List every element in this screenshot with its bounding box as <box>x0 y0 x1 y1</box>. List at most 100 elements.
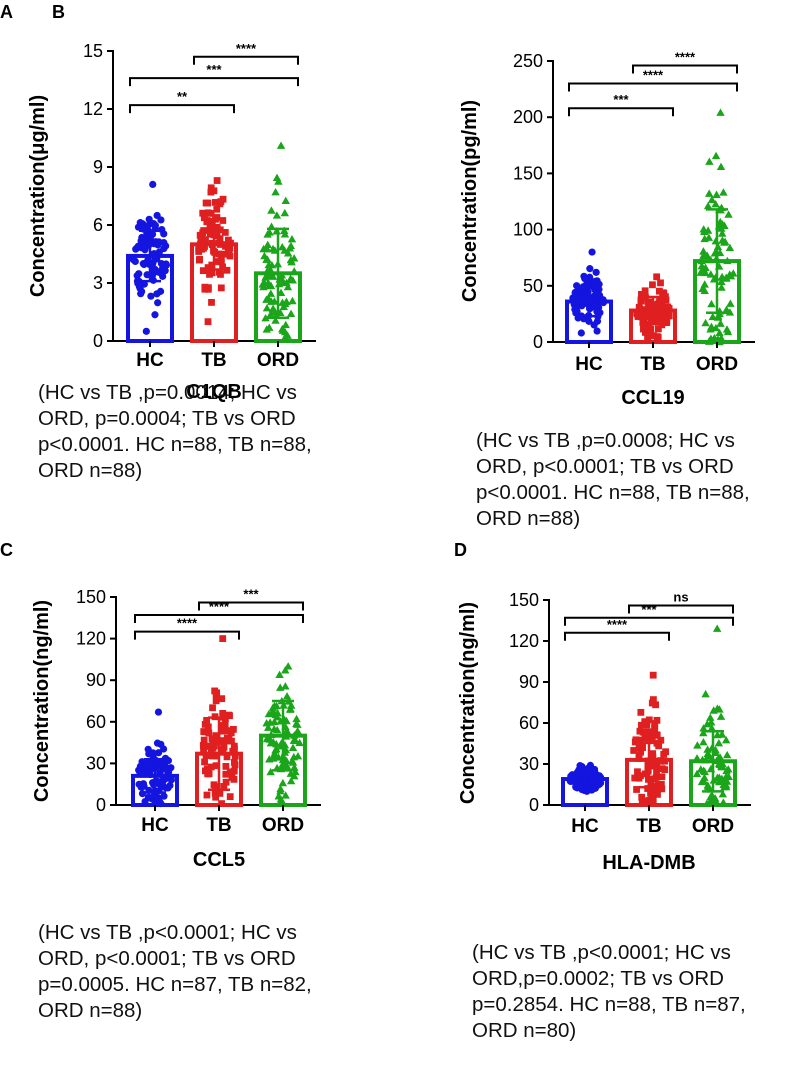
data-point <box>215 268 223 276</box>
data-point <box>649 754 657 762</box>
panel-letter: D <box>454 540 467 560</box>
data-point <box>657 296 665 303</box>
data-point <box>151 311 159 319</box>
caption-line: p=0.0005. HC n=87, TB n=82, <box>38 973 312 996</box>
data-point <box>263 240 272 248</box>
data-point <box>717 277 726 285</box>
chart-svg: C Concentration(ng/ml) 0 30 60 90 120 150 HC TB OR… <box>0 540 321 871</box>
data-point <box>571 305 579 313</box>
data-point <box>208 241 216 249</box>
data-point <box>634 768 641 776</box>
data-point <box>293 727 303 735</box>
data-point <box>726 272 736 280</box>
data-point <box>269 737 278 746</box>
data-point <box>718 790 728 798</box>
data-point <box>647 316 655 324</box>
data-point <box>229 747 237 755</box>
significance-bracket <box>134 614 304 624</box>
data-point <box>581 274 589 283</box>
category-label: HC <box>141 815 169 836</box>
data-point <box>699 737 708 746</box>
data-point <box>266 310 275 318</box>
data-point <box>651 316 659 324</box>
data-point <box>161 267 169 275</box>
data-point <box>157 740 165 748</box>
data-point <box>719 775 729 784</box>
caption-line: p=0.2854. HC n=88, TB n=87, <box>472 993 746 1016</box>
data-point <box>276 784 285 793</box>
data-point <box>653 731 661 739</box>
y-tick-label: 50 <box>523 276 543 296</box>
y-tick-label: 30 <box>86 753 106 773</box>
y-axis-label: Concentration(ng/ml) <box>31 600 53 802</box>
category-label: TB <box>206 815 231 836</box>
data-point <box>295 738 304 747</box>
y-tick-label: 0 <box>529 795 539 815</box>
significance-bracket <box>134 630 240 640</box>
data-point <box>218 800 225 808</box>
data-point <box>693 741 702 749</box>
caption-line: (HC vs TB ,p=0.0008; HC vs <box>476 429 735 452</box>
data-point <box>696 765 706 773</box>
data-point <box>705 337 714 345</box>
data-point <box>271 316 280 324</box>
data-point <box>220 783 228 790</box>
data-point <box>286 274 295 282</box>
data-point <box>138 233 146 242</box>
data-point <box>219 745 227 753</box>
data-point <box>212 697 220 705</box>
data-point <box>698 284 707 292</box>
data-point <box>215 250 223 258</box>
data-point <box>205 729 213 737</box>
data-point <box>290 736 299 744</box>
data-point <box>700 773 709 781</box>
data-point <box>701 268 710 277</box>
caption-line: p<0.0001. HC n=88, TB n=88, <box>38 433 312 456</box>
data-point <box>154 778 162 786</box>
data-point <box>712 190 721 198</box>
data-point <box>202 236 209 244</box>
data-point <box>705 798 714 806</box>
caption-line: (HC vs TB ,p<0.0001; HC vs <box>38 921 297 944</box>
data-point <box>707 195 717 204</box>
chart-title: HLA-DMB <box>602 852 695 874</box>
data-point <box>725 243 735 251</box>
data-point <box>212 691 220 699</box>
data-point <box>230 758 238 766</box>
data-point <box>262 734 272 743</box>
data-point <box>593 307 601 316</box>
data-point <box>264 709 274 718</box>
data-point <box>656 757 664 765</box>
data-point <box>288 743 298 752</box>
data-point <box>647 789 654 797</box>
data-point <box>711 323 721 332</box>
data-point <box>149 180 157 188</box>
data-point <box>700 250 709 258</box>
data-point <box>201 283 209 291</box>
data-point <box>223 266 231 274</box>
data-point <box>699 724 708 732</box>
data-point <box>637 772 644 780</box>
panel-letter: B <box>52 2 65 22</box>
data-point <box>271 746 280 754</box>
data-point <box>697 261 706 270</box>
data-point <box>208 217 216 225</box>
data-point <box>293 720 302 728</box>
data-point <box>657 279 664 287</box>
data-point <box>635 755 643 762</box>
data-point <box>262 303 272 312</box>
data-point <box>638 721 645 729</box>
data-point <box>142 327 150 335</box>
data-point <box>712 624 722 632</box>
data-point <box>648 699 656 707</box>
data-point <box>641 287 649 295</box>
data-point <box>287 234 297 243</box>
data-point <box>201 728 209 736</box>
data-point <box>212 783 219 791</box>
data-point <box>226 793 234 801</box>
data-point <box>206 270 213 278</box>
data-point <box>261 314 270 322</box>
data-point <box>655 299 663 307</box>
data-point <box>276 683 285 691</box>
data-point <box>209 744 217 752</box>
